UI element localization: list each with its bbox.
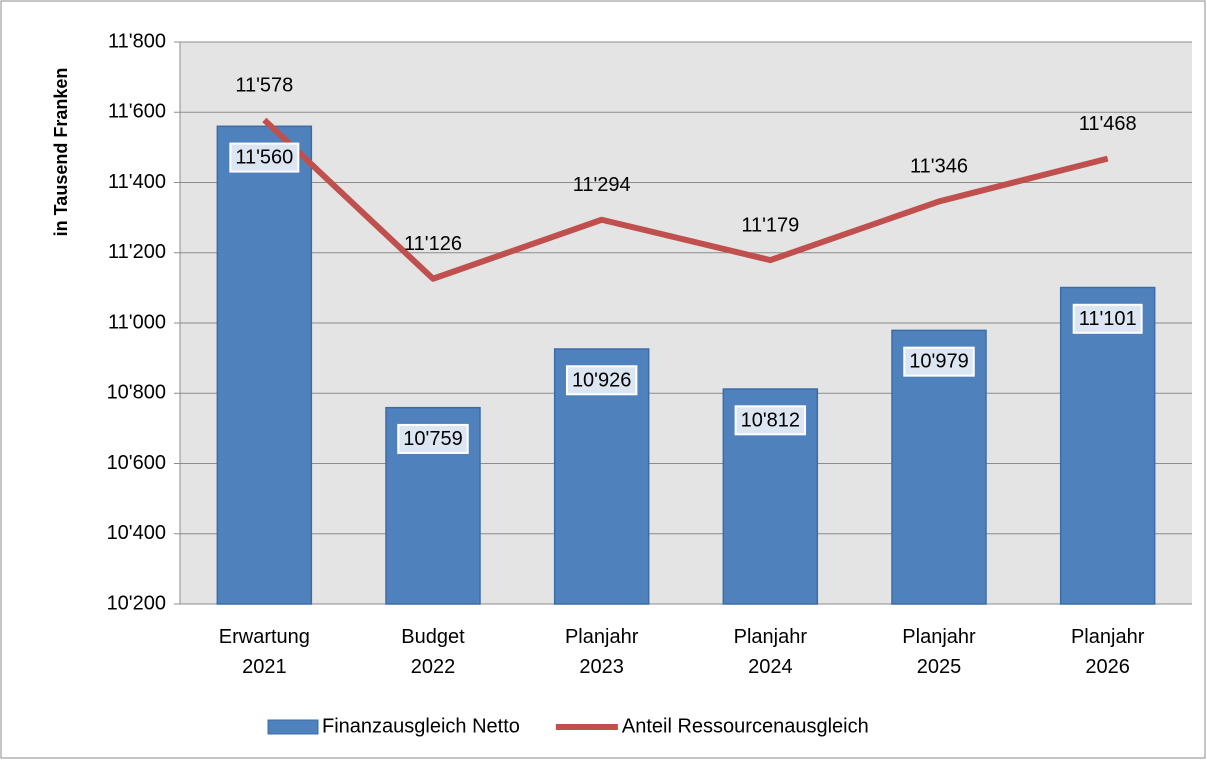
y-tick-label: 11'200 (108, 241, 166, 263)
data-label: 10'979 (909, 351, 968, 373)
data-label-box (734, 405, 807, 436)
y-tick-label: 10'800 (107, 382, 166, 404)
y-tick-label: 11'000 (108, 311, 166, 333)
data-label: 11'294 (573, 174, 631, 196)
data-label-box (903, 346, 975, 377)
legend-label: Finanzausgleich Netto (322, 715, 520, 737)
data-label-box (397, 423, 469, 454)
y-tick-label: 11'600 (108, 101, 166, 123)
data-label: 11'101 (1079, 308, 1137, 330)
y-tick-label: 10'400 (107, 522, 166, 544)
data-label: 10'926 (572, 369, 631, 391)
data-label: 11'468 (1079, 113, 1137, 135)
data-label-box (1072, 303, 1143, 334)
y-tick-label: 11'800 (108, 30, 166, 52)
data-label-box (229, 142, 300, 173)
data-label: 11'578 (235, 74, 293, 96)
data-label: 10'759 (403, 428, 462, 450)
data-label: 11'179 (741, 214, 799, 236)
bar (216, 125, 313, 605)
x-tick-label: Erwartung 2021 (219, 626, 310, 678)
y-tick-label: 11'400 (108, 171, 166, 193)
data-label: 11'560 (235, 147, 293, 169)
x-tick-label: Planjahr 2026 (1071, 626, 1145, 678)
y-tick-label: 10'600 (107, 452, 166, 474)
x-tick-label: Planjahr 2025 (902, 626, 976, 678)
y-axis-title: in Tausend Franken (51, 68, 71, 237)
x-tick-label: Planjahr 2024 (734, 626, 808, 678)
legend-label: Anteil Ressourcenausgleich (622, 715, 869, 737)
data-label: 10'812 (741, 409, 800, 431)
y-tick-label: 10'200 (107, 592, 166, 614)
data-label: 11'126 (404, 233, 462, 255)
x-tick-label: Planjahr 2023 (565, 626, 639, 678)
data-label: 11'346 (910, 156, 968, 178)
line (262, 117, 1109, 282)
x-tick-label: Budget 2022 (401, 626, 465, 678)
data-label-box (565, 365, 638, 396)
bar (1059, 286, 1156, 605)
legend-swatch (267, 719, 319, 735)
